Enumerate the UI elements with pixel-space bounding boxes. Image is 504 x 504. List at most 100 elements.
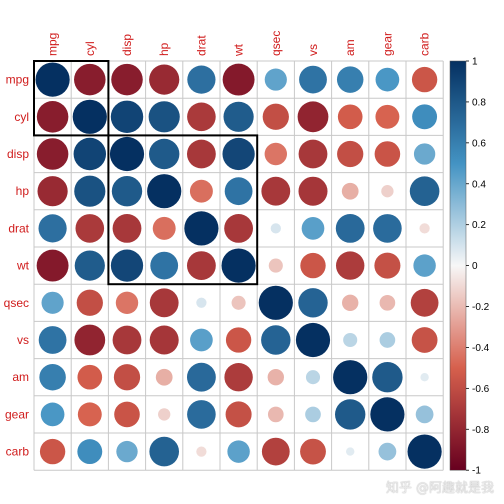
corr-circle-wt-qsec [268, 258, 283, 273]
corr-circle-hp-hp [147, 174, 182, 209]
corr-circle-cyl-mpg [36, 101, 69, 133]
corr-circle-drat-hp [152, 216, 176, 240]
corr-circle-mpg-wt [222, 63, 255, 96]
row-label-carb: carb [6, 445, 30, 459]
corr-circle-cyl-disp [110, 100, 144, 134]
col-label-hp: hp [157, 42, 171, 56]
corr-circle-gear-am [335, 399, 366, 430]
corr-circle-gear-qsec [267, 406, 284, 423]
corr-circle-gear-hp [158, 408, 171, 421]
corr-circle-disp-drat [186, 139, 216, 169]
corr-circle-disp-cyl [73, 137, 107, 171]
row-label-mpg: mpg [6, 73, 29, 87]
colorbar-tick-label: -0.6 [472, 384, 490, 395]
corr-circle-carb-vs [300, 438, 326, 465]
corr-circle-cyl-hp [148, 101, 180, 133]
circles-layer [35, 62, 442, 469]
corr-circle-disp-mpg [36, 138, 69, 170]
corr-circle-mpg-vs [299, 65, 327, 94]
colorbar-tick-label: 0.8 [472, 97, 486, 108]
corr-circle-wt-carb [413, 254, 436, 277]
corr-circle-drat-gear [373, 214, 402, 243]
corr-circle-carb-drat [196, 446, 207, 457]
corr-circle-mpg-cyl [74, 63, 106, 96]
corr-circle-drat-mpg [38, 214, 67, 243]
corr-circle-mpg-mpg [35, 62, 70, 97]
corr-circle-mpg-am [336, 66, 364, 93]
corr-circle-gear-cyl [77, 402, 102, 427]
corr-circle-wt-gear [374, 252, 401, 279]
corr-circle-cyl-cyl [72, 99, 107, 134]
corr-circle-hp-qsec [261, 176, 291, 206]
corr-circle-am-gear [372, 362, 403, 393]
corr-circle-mpg-qsec [264, 68, 287, 91]
corr-circle-cyl-vs [297, 101, 329, 133]
row-label-disp: disp [7, 147, 29, 161]
corr-circle-mpg-drat [187, 65, 216, 94]
corr-circle-mpg-carb [411, 66, 438, 93]
corr-circle-gear-disp [114, 401, 140, 428]
corr-circle-gear-mpg [40, 402, 65, 427]
corr-circle-vs-wt [225, 327, 252, 353]
corr-circle-gear-carb [415, 405, 434, 424]
col-label-am: am [343, 39, 357, 56]
corr-circle-am-mpg [39, 363, 66, 391]
colorbar-tick-label: 0.2 [472, 220, 486, 231]
corr-circle-qsec-hp [149, 288, 179, 318]
corr-circle-disp-am [337, 140, 364, 168]
colorbar-tick-label: 0.6 [472, 138, 486, 149]
corr-circle-drat-cyl [75, 214, 105, 243]
corr-circle-vs-disp [112, 325, 142, 355]
corr-circle-disp-hp [149, 138, 180, 170]
corr-circle-carb-cyl [77, 439, 103, 465]
corr-circle-cyl-wt [223, 101, 254, 132]
corr-circle-wt-wt [221, 248, 256, 283]
cluster-box [107, 134, 259, 286]
corr-circle-wt-vs [300, 252, 326, 279]
corr-circle-vs-mpg [38, 326, 67, 354]
corr-circle-vs-cyl [74, 324, 106, 356]
corr-circle-disp-gear [374, 141, 401, 167]
corr-circle-am-qsec [267, 368, 285, 386]
corr-circle-qsec-wt [231, 295, 246, 310]
corr-circle-hp-gear [381, 185, 394, 198]
corr-circle-disp-qsec [264, 142, 288, 166]
corr-circle-drat-wt [224, 213, 254, 243]
corr-circle-hp-drat [189, 179, 213, 203]
colorbar-tick-label: -1 [472, 466, 481, 477]
corr-circle-carb-wt [227, 440, 250, 463]
col-label-cyl: cyl [83, 41, 97, 56]
col-label-carb: carb [418, 32, 432, 56]
colorbar-gradient [449, 60, 467, 471]
corr-circle-wt-am [335, 251, 365, 280]
colorbar-tick-label: -0.2 [472, 302, 490, 313]
col-label-disp: disp [120, 34, 134, 56]
corr-circle-am-am [333, 360, 368, 395]
corr-circle-mpg-hp [149, 64, 180, 95]
colorbar-tick-label: 0.4 [472, 179, 486, 190]
corr-circle-hp-vs [298, 176, 328, 206]
row-label-cyl: cyl [14, 110, 29, 124]
corr-circle-hp-disp [111, 176, 143, 207]
corr-circle-qsec-mpg [41, 291, 64, 314]
corr-circle-cyl-gear [375, 104, 400, 129]
corr-circle-disp-carb [413, 143, 436, 165]
corr-circle-gear-wt [225, 401, 252, 428]
corr-circle-wt-drat [186, 251, 216, 281]
corr-circle-am-cyl [77, 364, 103, 390]
col-label-gear: gear [380, 32, 394, 56]
corr-circle-am-disp [113, 364, 141, 391]
corr-circle-am-hp [155, 368, 173, 386]
corr-circle-hp-cyl [74, 175, 106, 207]
corr-circle-carb-mpg [39, 438, 66, 465]
corr-circle-hp-mpg [37, 176, 68, 207]
corr-circle-disp-disp [109, 136, 145, 172]
corr-circle-wt-hp [150, 251, 179, 280]
corr-circle-carb-carb [407, 434, 442, 469]
corr-circle-am-wt [224, 362, 253, 392]
colorbar: -1 -0.8 -0.6 -0.4 -0.2 0 0.2 0.4 0.6 0.8 1 [449, 57, 490, 477]
corr-circle-vs-qsec [261, 325, 291, 355]
col-label-mpg: mpg [46, 33, 60, 56]
corr-circle-gear-gear [370, 397, 405, 432]
